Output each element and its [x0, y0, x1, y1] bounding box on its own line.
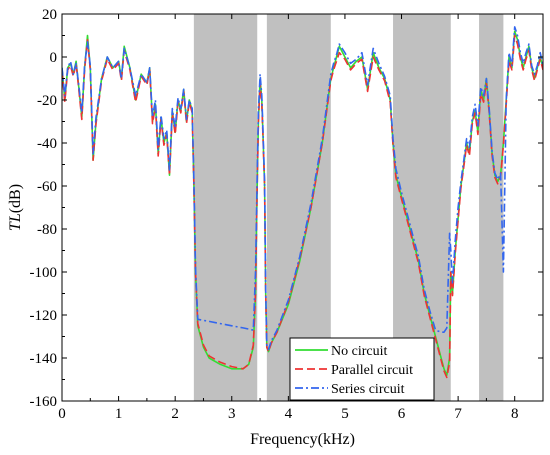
y-tick-label: 20	[42, 7, 57, 23]
legend: No circuit Parallel circuit Series circuit	[289, 337, 435, 401]
x-tick-label: 6	[398, 406, 406, 422]
legend-label-3: Series circuit	[331, 382, 405, 397]
shaded-band-1	[193, 14, 258, 401]
x-tick-label: 0	[58, 406, 66, 422]
x-axis-ticks: 0 1 2 3 4 5 6 7 8	[58, 14, 518, 422]
y-tick-label: -20	[37, 93, 57, 109]
y-tick-label: -140	[30, 351, 58, 367]
x-tick-label: 4	[285, 406, 293, 422]
y-axis-ticks: 20 0 -20 -40 -60 -80 -100 -120 -140 -160	[30, 7, 543, 410]
y-tick-label: -100	[30, 265, 58, 281]
series-line-2	[62, 34, 543, 379]
shaded-bands	[193, 14, 504, 401]
series-lines	[62, 26, 543, 379]
y-tick-label: -120	[30, 308, 58, 324]
y-axis-label: TL(dB)	[7, 184, 24, 231]
legend-label-1: No circuit	[331, 344, 387, 359]
y-tick-label: -80	[37, 222, 57, 238]
x-tick-label: 8	[511, 406, 519, 422]
x-tick-label: 3	[228, 406, 236, 422]
x-tick-label: 2	[171, 406, 179, 422]
y-tick-label: 0	[50, 50, 58, 66]
y-axis-label-unit: (dB)	[7, 184, 24, 213]
y-tick-label: -160	[30, 394, 58, 410]
x-tick-label: 5	[341, 406, 349, 422]
y-tick-label: -40	[37, 136, 57, 152]
legend-label-2: Parallel circuit	[331, 363, 413, 378]
shaded-band-3	[393, 14, 451, 401]
y-axis-label-symbol: TL	[7, 213, 24, 231]
x-tick-label: 7	[454, 406, 462, 422]
y-tick-label: -60	[37, 179, 57, 195]
shaded-band-4	[479, 14, 504, 401]
x-tick-label: 1	[115, 406, 123, 422]
x-axis-label: Frequency(kHz)	[250, 431, 355, 448]
shaded-band-2	[266, 14, 331, 401]
